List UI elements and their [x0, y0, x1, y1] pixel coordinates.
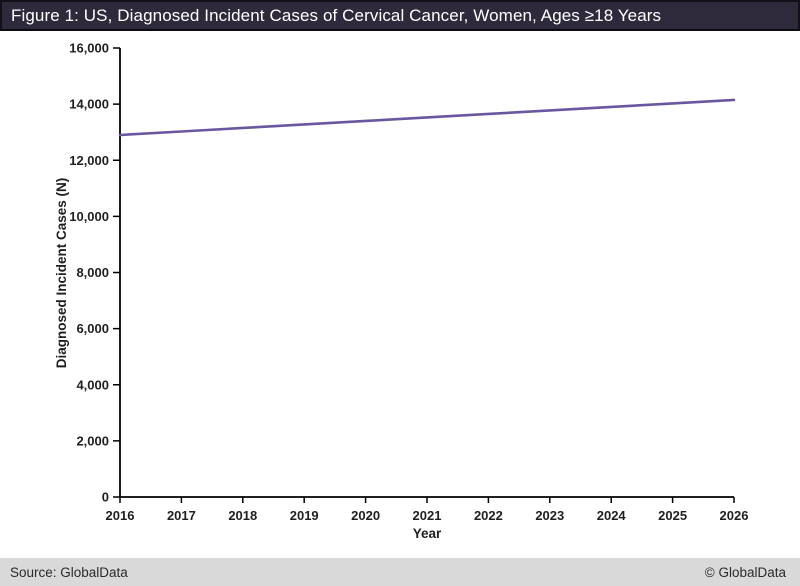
y-tick-label: 6,000: [76, 321, 109, 336]
x-tick-label: 2026: [720, 508, 749, 523]
x-tick-label: 2020: [351, 508, 380, 523]
y-tick-label: 14,000: [69, 97, 109, 112]
footer-bar: Source: GlobalData © GlobalData: [0, 558, 800, 586]
y-tick-label: 2,000: [76, 433, 109, 448]
x-tick-label: 2024: [597, 508, 627, 523]
copyright-label: © GlobalData: [704, 564, 786, 580]
line-chart: 0 2,000 4,000 6,000 8,000 10,000 12,000 14,000 1…: [54, 41, 749, 542]
y-tick-label: 4,000: [76, 377, 109, 392]
x-axis-title: Year: [413, 526, 442, 541]
x-tick-label: 2023: [535, 508, 564, 523]
y-tick-label: 0: [102, 490, 109, 505]
x-axis-ticks: 2016 2017 2018 2019 2020 2021 2022 2023 2024 2025…: [106, 497, 749, 523]
figure-title: Figure 1: US, Diagnosed Incident Cases o…: [11, 5, 662, 25]
y-tick-label: 8,000: [76, 265, 109, 280]
figure-title-bar: Figure 1: US, Diagnosed Incident Cases o…: [0, 0, 800, 31]
y-axis-ticks: 0 2,000 4,000 6,000 8,000 10,000 12,000 14,000 1…: [69, 41, 120, 505]
x-tick-label: 2018: [228, 508, 257, 523]
x-tick-label: 2022: [474, 508, 503, 523]
y-tick-label: 10,000: [69, 209, 109, 224]
data-series-line: [118, 98, 736, 137]
x-tick-label: 2021: [413, 508, 442, 523]
x-tick-label: 2017: [167, 508, 196, 523]
x-tick-label: 2019: [290, 508, 319, 523]
x-tick-label: 2016: [106, 508, 135, 523]
x-tick-label: 2025: [658, 508, 687, 523]
y-tick-label: 12,000: [69, 153, 109, 168]
y-axis-title: Diagnosed Incident Cases (N): [54, 178, 69, 369]
y-tick-label: 16,000: [69, 41, 109, 56]
chart-area: 0 2,000 4,000 6,000 8,000 10,000 12,000 14,000 1…: [0, 31, 800, 558]
source-label: Source: GlobalData: [10, 564, 128, 580]
